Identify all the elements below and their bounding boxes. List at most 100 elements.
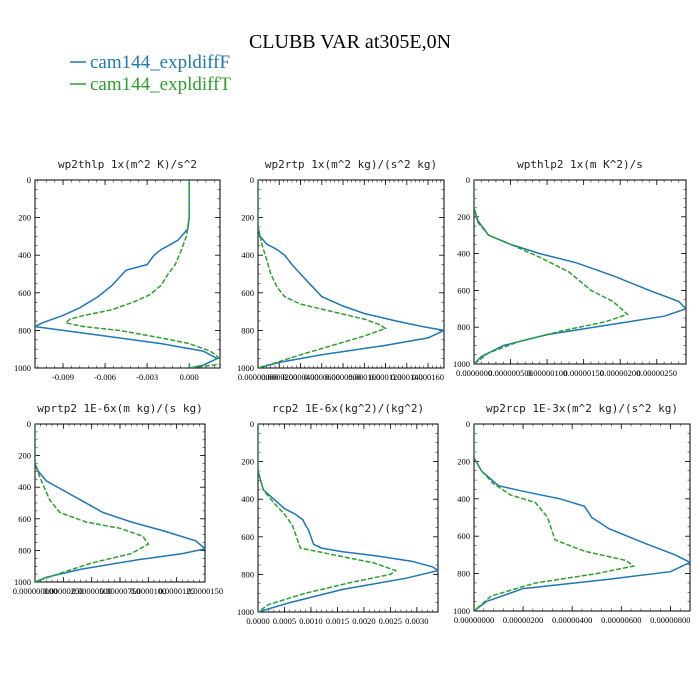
panel-title: wp2rtp 1x(m^2 kg)/(s^2 kg) — [265, 158, 437, 171]
x-tick-label: 0.0000 — [246, 616, 269, 626]
x-tick-label: 0.00000600 — [601, 615, 641, 625]
y-tick-label: 600 — [241, 288, 254, 298]
y-tick-label: 0 — [250, 175, 254, 185]
x-tick-label: 0.00000200 — [503, 615, 543, 625]
series-line-0 — [258, 180, 444, 368]
x-tick-label: 0.0000000 — [456, 368, 492, 378]
series-line-1 — [64, 180, 220, 368]
x-tick-label: 0.000000000 — [13, 586, 58, 596]
panel-title: wpthlp2 1x(m K^2)/s — [517, 158, 643, 171]
x-tick-label: 0.00000200 — [600, 368, 640, 378]
y-tick-label: 400 — [241, 494, 254, 504]
x-tick-label: 0.00000250 — [43, 586, 83, 596]
x-tick-label: -0.006 — [94, 372, 116, 382]
y-tick-label: 400 — [18, 482, 31, 492]
y-tick-label: 800 — [18, 545, 31, 555]
y-tick-label: 400 — [241, 250, 254, 260]
panel-3: wprtp2 1E-6x(m kg)/(s kg) 0 200 400 600 800 10… — [13, 402, 223, 596]
panels: wp2thlp 1x(m^2 K)/s^2 0 200 400 600 800 1000 -0… — [13, 158, 691, 626]
x-tick-label: 0.000120 — [370, 372, 402, 382]
x-tick-label: 0.00000000 — [454, 615, 494, 625]
y-tick-label: 800 — [457, 569, 470, 579]
x-tick-label: 0.0015 — [326, 616, 349, 626]
series-line-1 — [474, 180, 629, 364]
plot-frame — [473, 179, 687, 365]
y-tick-label: 1000 — [453, 606, 470, 616]
y-tick-label: 0 — [466, 175, 470, 185]
series-line-0 — [474, 180, 686, 364]
series-line-0 — [258, 424, 438, 612]
x-tick-label: -0.003 — [136, 372, 158, 382]
series-line-1 — [35, 424, 150, 582]
x-tick-label: 0.000160 — [412, 372, 444, 382]
y-tick-label: 800 — [18, 325, 31, 335]
x-tick-label: 0.0000600 — [304, 372, 340, 382]
panel-5: wp2rcp 1E-3x(m^2 kg)/(s^2 kg) 0 200 400 600 8… — [453, 402, 691, 625]
y-tick-label: 400 — [457, 494, 470, 504]
y-tick-label: 600 — [241, 532, 254, 542]
x-tick-label: -0.009 — [52, 372, 74, 382]
x-tick-label: 0.000000500 — [488, 368, 533, 378]
y-tick-label: 200 — [18, 451, 31, 461]
y-tick-label: 1000 — [14, 577, 31, 587]
series-line-1 — [258, 180, 388, 368]
x-tick-label: 0.0000100 — [130, 586, 166, 596]
x-tick-label: 0.0005 — [273, 616, 296, 626]
x-tick-label: 0.00000100 — [527, 368, 567, 378]
y-tick-label: 1000 — [14, 363, 31, 373]
y-tick-label: 400 — [457, 249, 470, 259]
x-tick-label: 0.0000125 — [159, 586, 195, 596]
x-tick-label: 0.0000150 — [187, 586, 223, 596]
panel-0: wp2thlp 1x(m^2 K)/s^2 0 200 400 600 800 1000 -0… — [14, 158, 221, 382]
series-line-0 — [35, 180, 219, 368]
y-tick-label: 200 — [457, 456, 470, 466]
x-tick-label: 0.00000000 — [238, 372, 278, 382]
y-tick-label: 600 — [18, 514, 31, 524]
series-line-1 — [474, 424, 636, 611]
x-tick-label: 0.0030 — [405, 616, 428, 626]
series-line-1 — [258, 424, 398, 612]
panel-4: rcp2 1E-6x(kg^2)/(kg^2) 0 200 400 600 800 1000… — [237, 402, 439, 626]
figure-legend: cam144_expldiffF cam144_expldiffT — [70, 52, 231, 95]
x-tick-label: 0.00000400 — [552, 615, 592, 625]
x-tick-label: 0.0025 — [379, 616, 402, 626]
panel-title: wp2rcp 1E-3x(m^2 kg)/(s^2 kg) — [486, 402, 678, 415]
y-tick-label: 0 — [27, 175, 31, 185]
y-tick-label: 600 — [457, 531, 470, 541]
panel-title: rcp2 1E-6x(kg^2)/(kg^2) — [272, 402, 424, 415]
y-tick-label: 800 — [241, 569, 254, 579]
y-tick-label: 1000 — [237, 607, 254, 617]
series-line-0 — [35, 424, 205, 582]
y-tick-label: 0 — [250, 419, 254, 429]
y-tick-label: 200 — [457, 212, 470, 222]
y-tick-label: 600 — [18, 288, 31, 298]
x-tick-label: 0.0000800 — [325, 372, 361, 382]
x-tick-label: 0.0010 — [299, 616, 322, 626]
x-tick-label: 0.000100 — [348, 372, 380, 382]
x-tick-label: 0.00000250 — [637, 368, 677, 378]
panel-1: wp2rtp 1x(m^2 kg)/(s^2 kg) 0 200 400 600 800 1… — [237, 158, 445, 382]
y-tick-label: 200 — [241, 213, 254, 223]
y-tick-label: 200 — [241, 457, 254, 467]
y-tick-label: 1000 — [237, 363, 254, 373]
x-tick-label: 0.000140 — [391, 372, 423, 382]
x-tick-label: 0.00000150 — [563, 368, 603, 378]
y-tick-label: 800 — [457, 322, 470, 332]
plot-frame — [34, 179, 221, 369]
x-tick-label: 0.0000200 — [261, 372, 297, 382]
panel-title: wp2thlp 1x(m^2 K)/s^2 — [58, 158, 197, 171]
y-tick-label: 400 — [18, 250, 31, 260]
x-tick-label: 0.00000800 — [650, 615, 690, 625]
panel-title: wprtp2 1E-6x(m kg)/(s kg) — [37, 402, 203, 415]
x-tick-label: 0.0020 — [352, 616, 375, 626]
x-tick-label: 0.0000400 — [282, 372, 318, 382]
series-line-0 — [474, 424, 690, 611]
y-tick-label: 0 — [466, 419, 470, 429]
legend-label-1: cam144_expldiffT — [90, 74, 231, 95]
x-tick-label: 0.00000500 — [71, 586, 111, 596]
legend-label-0: cam144_expldiffF — [90, 52, 230, 73]
y-tick-label: 800 — [241, 325, 254, 335]
panel-2: wpthlp2 1x(m K^2)/s020040060080010000.00… — [453, 158, 687, 378]
plot-frame — [34, 423, 206, 583]
